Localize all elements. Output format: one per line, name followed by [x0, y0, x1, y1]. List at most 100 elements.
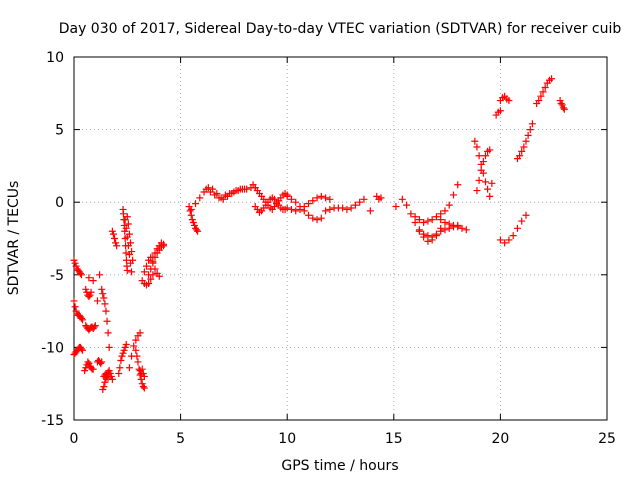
data-point — [122, 224, 130, 232]
data-point — [548, 75, 556, 83]
data-point — [89, 365, 97, 373]
x-tick-label: 10 — [278, 431, 296, 447]
data-point — [287, 205, 295, 213]
data-point — [407, 210, 415, 218]
axis-ticks: 0 5 10 15 20 25 -15 -10 -5 0 5 10 — [41, 50, 616, 447]
x-tick-label: 5 — [176, 431, 185, 447]
data-point — [140, 384, 148, 392]
data-point — [473, 187, 481, 195]
data-point — [522, 137, 530, 145]
data-point — [77, 314, 85, 322]
data-point — [351, 201, 359, 209]
data-point — [317, 214, 325, 222]
data-point — [458, 224, 466, 232]
plot-frame — [73, 56, 608, 421]
data-point — [557, 99, 565, 107]
data-point — [473, 143, 481, 151]
chart-title: Day 030 of 2017, Sidereal Day-to-day VTE… — [59, 21, 622, 37]
data-point — [535, 97, 543, 105]
data-point — [123, 266, 131, 274]
data-point — [147, 275, 155, 283]
data-point — [526, 126, 534, 134]
data-point — [91, 322, 99, 330]
data-point — [398, 195, 406, 203]
data-point — [484, 185, 492, 193]
data-point — [501, 239, 509, 247]
data-point — [99, 290, 107, 298]
data-point — [87, 288, 95, 296]
data-point — [428, 236, 436, 244]
data-point — [219, 195, 227, 203]
data-point — [224, 192, 232, 200]
data-point — [151, 249, 159, 257]
data-point — [317, 192, 325, 200]
data-point — [122, 340, 130, 348]
data-point — [541, 83, 549, 91]
data-point — [481, 152, 489, 160]
data-point — [305, 211, 313, 219]
x-tick-label: 15 — [385, 431, 403, 447]
data-point — [518, 147, 526, 155]
data-point — [145, 271, 153, 279]
data-point — [449, 221, 457, 229]
data-point — [516, 152, 524, 160]
data-point — [415, 227, 423, 235]
y-tick-label: -10 — [41, 340, 64, 356]
data-point — [292, 207, 300, 215]
data-point — [97, 359, 105, 367]
data-point — [537, 92, 545, 100]
data-point — [518, 217, 526, 225]
data-point — [93, 297, 101, 305]
data-point — [283, 192, 291, 200]
x-tick-label: 25 — [598, 431, 616, 447]
data-point — [432, 213, 440, 221]
data-point — [437, 216, 445, 224]
data-point — [520, 143, 528, 151]
data-point — [366, 207, 374, 215]
data-point — [132, 336, 140, 344]
data-point — [471, 137, 479, 145]
data-point — [524, 131, 532, 139]
data-point — [79, 316, 87, 324]
data-point — [136, 329, 144, 337]
data-point — [505, 97, 513, 105]
data-point — [441, 207, 449, 215]
data-point — [147, 265, 155, 273]
data-point — [96, 271, 104, 279]
data-point — [326, 205, 334, 213]
data-point — [101, 300, 109, 308]
data-point — [309, 197, 317, 205]
data-point — [411, 213, 419, 221]
data-point — [77, 345, 85, 353]
data-point — [103, 372, 111, 380]
y-axis-label: SDTVAR / TECUs — [6, 181, 22, 296]
data-point — [145, 280, 153, 288]
data-point — [486, 192, 494, 200]
data-point — [475, 176, 483, 184]
data-point — [76, 269, 84, 277]
data-point — [98, 285, 106, 293]
data-point — [454, 223, 462, 231]
data-point — [479, 158, 487, 166]
data-point — [513, 224, 521, 232]
data-point — [322, 207, 330, 215]
data-point — [322, 194, 330, 202]
data-point — [122, 249, 130, 257]
data-point — [415, 216, 423, 224]
data-point — [428, 216, 436, 224]
data-point — [186, 207, 194, 215]
data-point — [437, 224, 445, 232]
data-point — [111, 235, 119, 242]
data-point — [347, 204, 355, 212]
data-point — [326, 195, 334, 203]
data-point — [454, 181, 462, 189]
data-point — [193, 226, 201, 234]
data-point — [85, 274, 93, 282]
data-point — [522, 211, 530, 219]
data-point — [105, 343, 113, 351]
data-point — [481, 178, 489, 186]
data-point — [113, 242, 121, 250]
data-point — [70, 297, 78, 305]
data-point — [377, 194, 385, 202]
